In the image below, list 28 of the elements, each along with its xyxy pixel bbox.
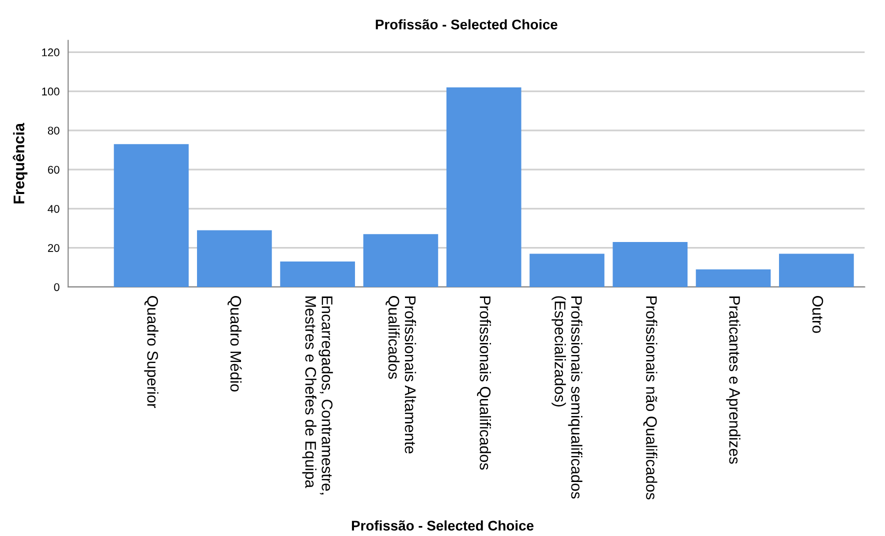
bar [363,234,438,287]
x-tick-label: Profissionais não Qualificados [643,296,658,500]
bar [612,242,688,287]
y-axis-title: Frequência [12,122,28,204]
y-tick-label: 40 [48,204,60,213]
bar [197,230,272,287]
x-tick-label: Encarregados, Contramestre, Mestres e Chefes de Equipa [302,296,333,494]
chart-title: Profissão - Selected Choice [376,19,558,30]
x-tick-label: Outro [812,296,824,333]
x-tick-label: Quadro Médio [228,296,242,392]
x-tick-label: Profissionais Altamente Qualificados [386,296,416,454]
bar [530,254,604,287]
x-tick-label: Profissionais semiqualificados (Especializados) [552,296,582,499]
x-axis-title: Profissão - Selected Choice [352,520,534,531]
bar [696,269,771,287]
y-tick-label: 80 [48,126,60,135]
bar [280,262,355,287]
bar [114,144,189,287]
y-tick-label: 120 [42,48,60,56]
y-tick-label: 100 [42,88,60,96]
y-tick-label: 60 [48,166,60,174]
x-tick-label: Quadro Superior [144,296,158,408]
y-tick-label: 0 [54,283,60,292]
y-tick-label: 20 [48,244,60,252]
x-tick-label: Praticantes e Aprendizes [726,296,740,464]
bar [779,254,854,287]
bar [446,87,522,287]
x-tick-label: Profissionais Qualificados [477,296,491,470]
